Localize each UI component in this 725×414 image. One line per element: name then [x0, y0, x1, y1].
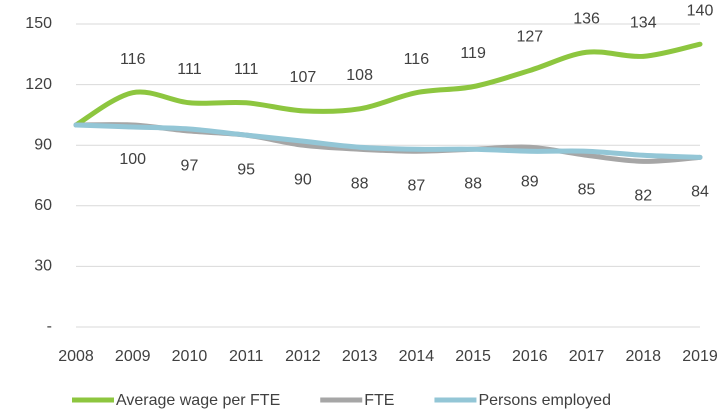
data-label: 84: [691, 184, 709, 201]
x-tick-label: 2012: [285, 348, 321, 365]
x-tick-label: 2015: [455, 348, 491, 365]
x-tick-label: 2010: [172, 348, 208, 365]
data-label: 85: [578, 182, 596, 199]
data-label: 111: [234, 61, 258, 78]
y-tick-label: 150: [25, 15, 52, 32]
data-label: 95: [237, 161, 255, 178]
x-tick-label: 2014: [399, 348, 435, 365]
data-label: 89: [521, 173, 539, 190]
data-label: 140: [687, 2, 714, 19]
x-tick-label: 2013: [342, 348, 378, 365]
x-tick-label: 2011: [229, 348, 264, 365]
data-label: 100: [119, 151, 146, 168]
x-tick-label: 2016: [512, 348, 548, 365]
data-label: 111: [177, 61, 201, 78]
data-label: 116: [120, 51, 146, 68]
line: [73, 122, 703, 160]
legend-label: Persons employed: [478, 392, 611, 409]
data-label: 82: [634, 188, 652, 205]
data-label: 127: [516, 29, 543, 46]
data-label: 119: [460, 45, 486, 62]
data-label: 90: [294, 171, 312, 188]
data-label: 134: [630, 15, 657, 32]
x-tick-label: 2008: [58, 348, 94, 365]
data-label: 97: [181, 157, 199, 174]
data-label: 87: [407, 177, 425, 194]
y-tick-label: 120: [25, 76, 52, 93]
line: [73, 41, 703, 128]
legend-label: Average wage per FTE: [116, 392, 280, 409]
x-tick-label: 2019: [682, 348, 718, 365]
y-tick-label: 30: [34, 258, 52, 275]
data-label: 116: [404, 51, 430, 68]
data-label: 88: [464, 175, 482, 192]
data-label: 88: [351, 175, 369, 192]
data-label: 136: [573, 10, 600, 27]
y-tick-label: -: [47, 318, 52, 335]
x-tick-label: 2009: [115, 348, 151, 365]
y-tick-label: 60: [34, 197, 52, 214]
x-tick-label: 2018: [625, 348, 661, 365]
data-label: 107: [290, 69, 317, 86]
y-tick-label: 90: [34, 136, 52, 153]
x-tick-label: 2017: [569, 348, 605, 365]
data-label: 108: [346, 67, 373, 84]
legend-label: FTE: [364, 392, 394, 409]
